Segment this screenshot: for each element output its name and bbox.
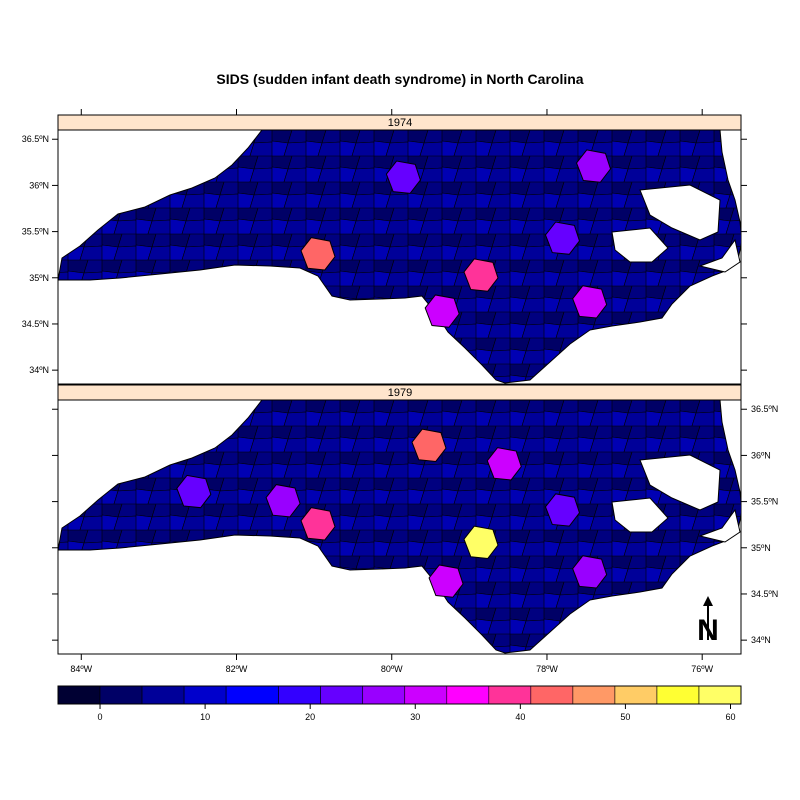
sounds-1979 <box>611 454 741 543</box>
lat-label: 36ºN <box>29 180 49 190</box>
lat-label: 35.5ºN <box>22 227 49 237</box>
chart-title: SIDS (sudden infant death syndrome) in N… <box>216 71 583 87</box>
colorkey-label: 40 <box>515 712 525 722</box>
north-arrow: N <box>697 596 719 647</box>
colorkey-swatch <box>362 685 406 705</box>
county-1974 <box>575 149 612 183</box>
colorkey-label: 10 <box>200 712 210 722</box>
county-1974 <box>544 221 581 255</box>
colorkey-swatch <box>530 685 574 705</box>
colorkey-swatch <box>446 685 490 705</box>
colorkey-swatch <box>225 685 279 705</box>
panel-1974-label: 1974 <box>388 117 412 129</box>
colorkey-swatch <box>141 685 185 705</box>
county-1979 <box>428 564 464 598</box>
lat-label: 34ºN <box>29 365 49 375</box>
colorkey <box>57 685 742 709</box>
county-1979 <box>176 474 212 509</box>
county-1979 <box>544 493 581 527</box>
lat-label: 36.5ºN <box>751 404 778 414</box>
lon-label: 78ºW <box>536 664 558 674</box>
axis-ticks <box>52 109 747 660</box>
colorkey-label: 50 <box>620 712 630 722</box>
colorkey-label: 0 <box>98 712 103 722</box>
county-1979 <box>411 428 447 463</box>
lat-label: 36.5ºN <box>22 134 49 144</box>
colorkey-swatch <box>698 685 742 705</box>
colorkey-label: 30 <box>410 712 420 722</box>
lat-label: 34.5ºN <box>22 319 49 329</box>
panel-1974: 1974 <box>57 114 742 385</box>
colorkey-frame <box>57 685 742 705</box>
colorkey-swatch <box>488 685 532 705</box>
colorkey-swatch <box>572 685 616 705</box>
lon-label: 80ºW <box>381 664 403 674</box>
lon-label: 84ºW <box>70 664 92 674</box>
lon-label: 82ºW <box>226 664 248 674</box>
colorkey-label: 60 <box>725 712 735 722</box>
county-1979 <box>265 484 301 518</box>
lon-label: 76ºW <box>691 664 713 674</box>
colorkey-swatch <box>404 685 448 705</box>
county-1974 <box>424 294 460 328</box>
lat-label: 35ºN <box>751 543 771 553</box>
county-1979 <box>463 525 499 559</box>
county-1974 <box>300 237 336 271</box>
colorkey-swatch <box>99 685 143 705</box>
highlights-1979 <box>176 428 608 598</box>
state-shape-1979 <box>58 400 741 654</box>
county-1979 <box>300 507 336 541</box>
highlights-1974 <box>300 149 612 328</box>
sounds-1974 <box>611 184 741 273</box>
county-1974 <box>463 258 499 292</box>
colorkey-swatch <box>656 685 700 705</box>
lat-label: 35ºN <box>29 273 49 283</box>
county-1974 <box>572 285 608 319</box>
colorkey-swatch <box>320 685 364 705</box>
lat-labels-bottom: 36.5ºN 36ºN 35.5ºN 35ºN 34.5ºN 34ºN <box>751 404 778 645</box>
lat-labels-top: 36.5ºN 36ºN 35.5ºN 35ºN 34.5ºN 34ºN <box>22 134 49 375</box>
county-1979 <box>486 447 522 481</box>
colorkey-swatch <box>183 685 227 705</box>
lat-label: 35.5ºN <box>751 497 778 507</box>
north-arrow-head <box>703 596 713 606</box>
state-shape-1974 <box>58 130 741 384</box>
lon-labels: 84ºW 82ºW 80ºW 78ºW 76ºW <box>70 664 713 674</box>
north-arrow-label: N <box>697 614 719 647</box>
colorkey-label: 20 <box>305 712 315 722</box>
colorkey-swatch <box>57 685 101 705</box>
colorkey-swatch <box>614 685 658 705</box>
lat-label: 34.5ºN <box>751 589 778 599</box>
lat-label: 34ºN <box>751 635 771 645</box>
panel-1979-label: 1979 <box>388 387 412 399</box>
colorkey-swatch <box>278 685 321 705</box>
colorkey-labels: 0 10 20 30 40 50 60 <box>98 712 736 722</box>
lat-label: 36ºN <box>751 450 771 460</box>
panel-1979: 1979 N <box>57 384 742 655</box>
county-1979 <box>572 555 608 589</box>
county-1974 <box>385 160 421 194</box>
